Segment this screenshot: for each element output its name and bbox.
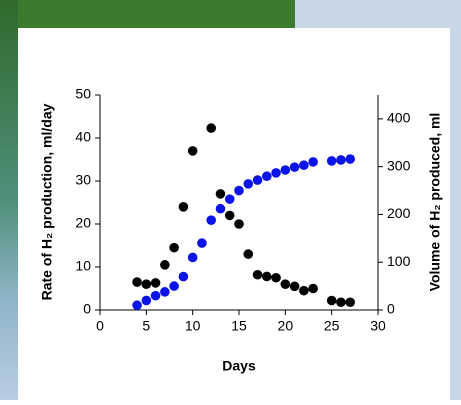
point <box>345 297 356 308</box>
point <box>197 238 207 248</box>
point <box>326 156 337 166</box>
point <box>215 189 226 199</box>
point <box>169 242 179 253</box>
x-tick-label: 30 <box>370 318 386 334</box>
y2-tick-label: 100 <box>387 253 411 269</box>
point <box>234 185 244 196</box>
point <box>169 281 179 291</box>
y-axis-label: Rate of H₂ production, ml/day <box>39 103 55 300</box>
point <box>224 194 235 204</box>
point <box>336 297 346 308</box>
point <box>178 271 189 282</box>
point <box>206 215 216 225</box>
point <box>271 272 281 283</box>
y-tick-label: 20 <box>75 215 91 231</box>
y-tick-label: 0 <box>83 301 91 317</box>
y2-tick-label: 0 <box>387 301 395 317</box>
point <box>243 179 254 189</box>
x-tick-label: 0 <box>96 318 104 334</box>
y-tick-label: 30 <box>75 172 91 188</box>
point <box>187 252 198 263</box>
point <box>132 277 142 287</box>
x-tick-label: 10 <box>185 318 201 334</box>
point <box>234 219 244 229</box>
x-tick-label: 15 <box>231 318 247 334</box>
y2-axis-label: Volume of H₂ produced, ml <box>427 113 443 292</box>
x-tick-label: 20 <box>278 318 294 334</box>
y-tick-label: 50 <box>75 86 91 102</box>
side-strip <box>0 0 18 400</box>
point <box>336 155 346 165</box>
point <box>308 157 318 167</box>
photo-strip <box>0 0 295 30</box>
point <box>299 160 309 171</box>
point <box>178 202 189 212</box>
point <box>262 271 272 282</box>
point <box>308 283 318 294</box>
point <box>299 285 309 296</box>
point <box>150 290 161 301</box>
y2-tick-label: 200 <box>387 205 411 221</box>
point <box>280 165 291 175</box>
point <box>187 146 198 156</box>
point <box>262 171 272 182</box>
point <box>271 168 281 178</box>
point <box>252 269 263 280</box>
point <box>289 162 300 172</box>
x-tick-label: 25 <box>324 318 340 334</box>
point <box>326 295 337 306</box>
point <box>206 123 216 133</box>
x-axis-label: Days <box>222 358 256 374</box>
point <box>215 203 226 214</box>
point <box>243 249 254 259</box>
point <box>160 287 170 297</box>
point <box>345 154 356 164</box>
y2-tick-label: 300 <box>387 157 411 173</box>
y-tick-label: 40 <box>75 129 91 145</box>
point <box>224 210 235 221</box>
x-tick-label: 5 <box>142 318 150 334</box>
point <box>289 281 300 292</box>
point <box>132 300 142 311</box>
point <box>150 278 161 288</box>
y-tick-label: 10 <box>75 258 91 274</box>
point <box>141 279 152 290</box>
point <box>160 260 170 270</box>
point <box>280 279 291 290</box>
y2-tick-label: 400 <box>387 110 411 126</box>
point <box>141 295 152 306</box>
point <box>252 175 263 185</box>
